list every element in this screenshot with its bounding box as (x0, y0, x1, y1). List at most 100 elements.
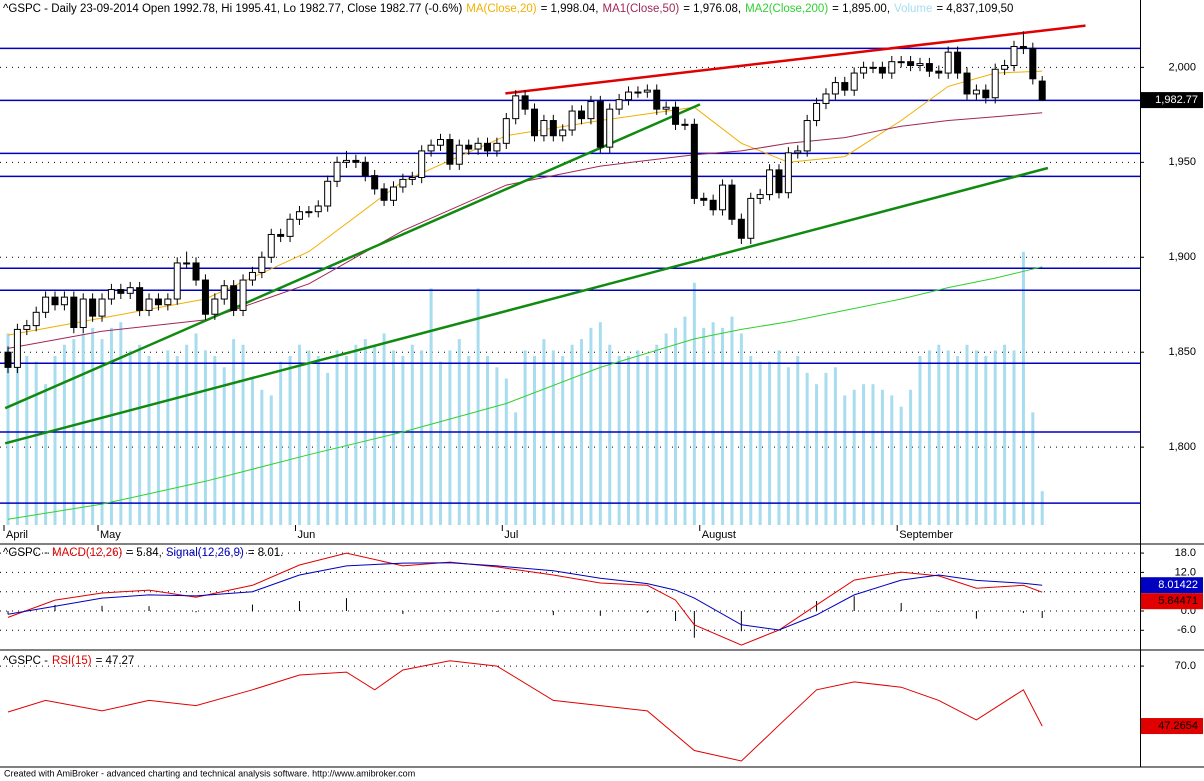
volume-bar (288, 356, 292, 525)
volume-bar (316, 356, 320, 525)
candle-body (681, 123, 689, 126)
x-tick-label: April (6, 529, 28, 541)
candle-body (897, 61, 905, 64)
candle-body (32, 311, 40, 327)
volume-bar (721, 327, 725, 525)
volume-bar (6, 333, 10, 525)
legend: ^GSPC - Daily 23-09-2014 Open 1992.78, H… (3, 3, 1013, 15)
volume-bar (974, 350, 978, 525)
volume-bar (194, 333, 198, 525)
candle-body (512, 95, 520, 120)
volume-bar (956, 356, 960, 525)
volume-bar (420, 350, 424, 525)
candle-body (305, 211, 313, 214)
price-label: 1,982.77 (1155, 94, 1198, 106)
candle-body (860, 66, 868, 74)
candle-body (295, 211, 303, 220)
candle-body (643, 89, 651, 93)
candle-body (1038, 80, 1046, 101)
trend-line (4, 166, 1049, 445)
candle-body (4, 351, 12, 368)
volume-bar (354, 344, 358, 525)
volume-bar (382, 333, 386, 525)
candle-body (117, 289, 125, 294)
legend: ^GSPC - RSI(15) = 47.27 (3, 655, 134, 667)
volume-bar (852, 389, 856, 525)
candle-body (747, 197, 755, 239)
candle-body (766, 169, 774, 196)
volume-bar (1021, 251, 1025, 526)
volume-bar (843, 395, 847, 525)
candle-body (831, 82, 839, 95)
volume-bar (946, 350, 950, 525)
volume-bar (138, 344, 142, 525)
candle-body (286, 218, 294, 237)
candle-body (888, 61, 896, 74)
candle-body (201, 279, 209, 315)
candle-body (907, 61, 915, 66)
volume-bar (711, 322, 715, 525)
volume-bar (91, 327, 95, 525)
candle-body (371, 175, 379, 190)
candle-body (502, 118, 510, 144)
volume-bar (598, 322, 602, 525)
y-tick-label: 1,900 (1168, 251, 1196, 263)
trend-line (505, 24, 1086, 95)
volume-bar (890, 395, 894, 525)
candle-body (803, 120, 811, 152)
x-tick-label: August (702, 529, 736, 541)
volume-bar (34, 361, 38, 525)
candle-body (954, 51, 962, 74)
volume-bar (589, 327, 593, 525)
x-tick-label: Jun (297, 529, 315, 541)
volume-bar (749, 356, 753, 525)
candle-body (756, 194, 764, 199)
y-tick-label: 70.0 (1175, 660, 1196, 672)
volume-bar (993, 350, 997, 525)
candle-body (540, 120, 548, 137)
volume-bar (730, 316, 734, 525)
volume-bar (880, 389, 884, 525)
candle-body (380, 188, 388, 201)
candle-body (324, 180, 332, 207)
candle-body (211, 298, 219, 315)
legend-entry: = 47.27 (96, 655, 135, 667)
end-value-box (1141, 593, 1203, 610)
volume-bar (551, 350, 555, 525)
volume-bar (119, 322, 123, 525)
volume-bar (645, 356, 649, 525)
volume-bar (768, 361, 772, 525)
legend-entry: ^GSPC - (3, 547, 48, 559)
volume-bar (25, 356, 29, 525)
candle-body (653, 89, 661, 110)
indicator-line (7, 552, 1043, 646)
volume-bar (918, 356, 922, 525)
candle-body (418, 150, 426, 179)
candle-body (982, 89, 990, 99)
volume-bar (899, 406, 903, 525)
footer: Created with AmiBroker - advanced charti… (4, 768, 415, 778)
volume-bar (815, 384, 819, 525)
volume-bar (401, 356, 405, 525)
volume-bar (429, 288, 433, 525)
candle-body (690, 123, 698, 199)
candle-body (841, 82, 849, 91)
x-tick-label: May (100, 529, 121, 541)
volume-bar (213, 356, 217, 525)
candle-body (455, 144, 463, 165)
candle-body (559, 129, 567, 137)
volume-bar (702, 327, 706, 525)
legend-entry: = 1,895.00, (832, 3, 890, 15)
candle-body (878, 66, 886, 74)
candle-body (51, 296, 59, 306)
candle-body (183, 262, 191, 265)
volume-bar (222, 367, 226, 525)
candle-body (173, 262, 181, 300)
y-tick-label: 1,850 (1168, 346, 1196, 358)
volume-bar (862, 384, 866, 525)
candle-body (408, 177, 416, 180)
end-value-label: 5.84471 (1158, 595, 1198, 607)
volume-bar (241, 344, 245, 525)
volume-bar (965, 344, 969, 525)
